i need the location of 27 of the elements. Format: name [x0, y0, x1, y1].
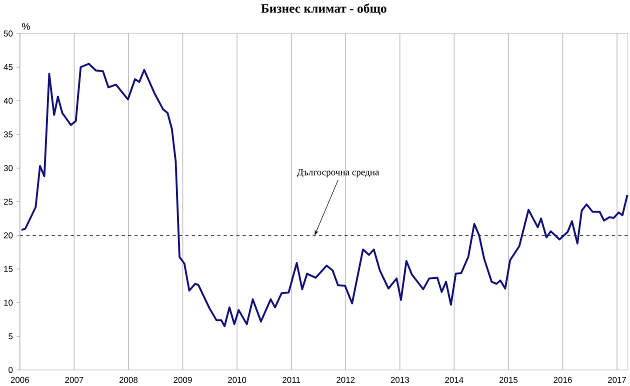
y-tick-label: 20	[4, 232, 13, 238]
line-series	[20, 62, 628, 327]
y-tick-label: 30	[4, 164, 13, 171]
x-tick-label: 2009	[174, 376, 192, 383]
chart-title: Бизнес климат - общо	[261, 3, 386, 15]
y-tick-label: 40	[4, 98, 13, 104]
y-axis-title: %	[22, 22, 30, 30]
x-tick-label: 2016	[554, 376, 572, 383]
x-tick-label: 2013	[390, 376, 409, 383]
x-tick-label: 2007	[65, 376, 84, 383]
x-tick-label: 2015	[499, 376, 518, 383]
y-tick-label: 45	[4, 64, 13, 70]
y-tick-label: 15	[4, 266, 13, 272]
x-tick-label: 2017	[608, 376, 626, 383]
y-tick-label: 0	[8, 366, 13, 373]
x-tick-label: 2012	[336, 376, 355, 383]
y-tick-label: 10	[4, 299, 13, 306]
x-tick-label: 2006	[10, 376, 29, 383]
x-tick-label: 2011	[282, 376, 300, 383]
y-tick-label: 50	[4, 30, 13, 36]
x-tick-label: 2014	[445, 376, 464, 383]
x-tick-label: 2008	[119, 376, 138, 383]
y-tick-label: 25	[4, 198, 13, 205]
y-tick-label: 5	[8, 333, 13, 340]
x-tick-label: 2010	[228, 376, 246, 383]
y-tick-label: 35	[4, 131, 13, 138]
annotation: Дългосрочна средна	[297, 168, 380, 178]
